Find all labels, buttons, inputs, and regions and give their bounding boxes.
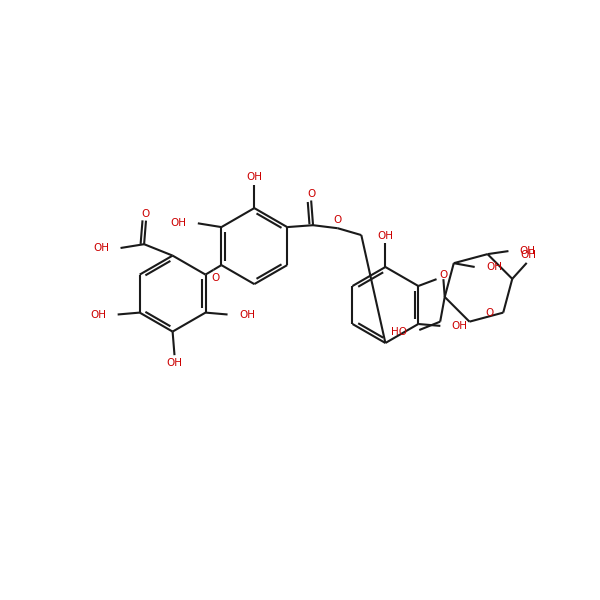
Text: O: O — [211, 273, 220, 283]
Text: O: O — [307, 188, 315, 199]
Text: OH: OH — [90, 310, 106, 319]
Text: O: O — [142, 209, 150, 219]
Text: O: O — [334, 215, 342, 225]
Text: OH: OH — [247, 172, 262, 182]
Text: O: O — [485, 308, 494, 319]
Text: OH: OH — [452, 321, 468, 331]
Text: OH: OH — [167, 358, 182, 368]
Text: OH: OH — [93, 243, 109, 253]
Text: HO: HO — [391, 327, 407, 337]
Text: OH: OH — [377, 231, 394, 241]
Text: OH: OH — [239, 310, 255, 319]
Text: OH: OH — [486, 262, 502, 272]
Text: OH: OH — [520, 246, 536, 256]
Text: OH: OH — [521, 250, 536, 260]
Text: OH: OH — [170, 218, 187, 228]
Text: O: O — [439, 271, 448, 280]
